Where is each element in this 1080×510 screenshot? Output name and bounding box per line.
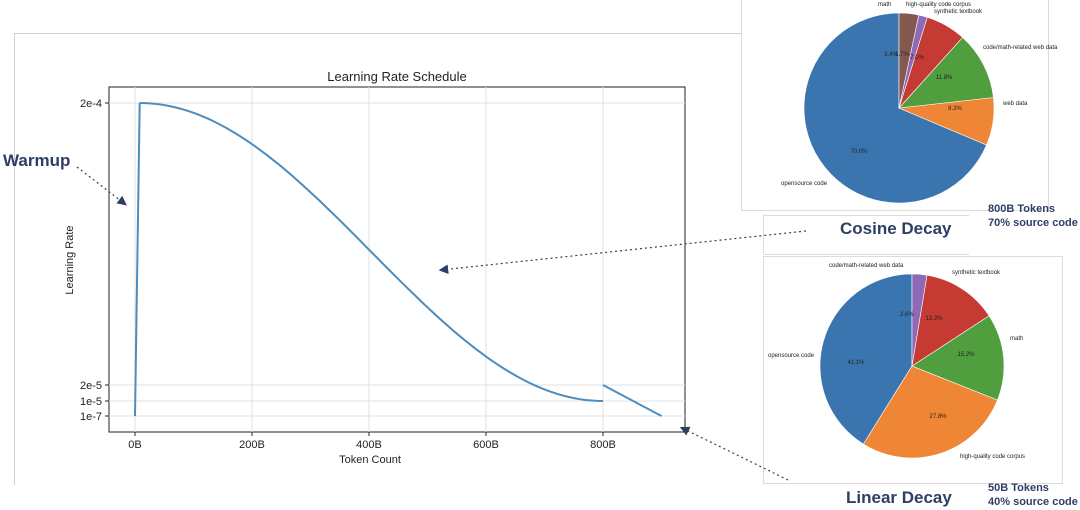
x-tick-label: 800B: [590, 439, 616, 451]
pie-label: opensource code: [781, 181, 828, 187]
stage1-info: 800B Tokens 70% source code: [988, 202, 1078, 230]
pie-chart-50b: opensource code 41.1% high-quality code co…: [768, 263, 1025, 460]
figure-frame-top: [14, 33, 742, 34]
pie-value-label: 8.3%: [948, 106, 962, 112]
lr-series: [134, 102, 662, 417]
pie-label: math: [878, 2, 891, 8]
linear-decay-label: Linear Decay: [846, 488, 952, 507]
cosine-label-frame: [763, 215, 969, 255]
pie-2-frame: [763, 256, 1063, 484]
y-axis-label: Learning Rate: [64, 225, 76, 294]
pie-slice: [898, 36, 994, 109]
x-axis-label: Token Count: [339, 454, 401, 466]
stage2-info: 50B Tokens 40% source code: [988, 481, 1078, 509]
x-tick-label: 600B: [473, 439, 499, 451]
y-tick-label: 2e-5: [80, 380, 102, 392]
pie-slice: [803, 12, 987, 204]
y-tick-label: 2e-4: [80, 98, 102, 110]
pie-slice: [819, 273, 913, 445]
pie-label: code/math-related web data: [829, 263, 904, 269]
pie-value-label: 27.8%: [929, 414, 947, 420]
x-tick-label: 0B: [128, 439, 141, 451]
lr-segment-linear: [602, 384, 662, 417]
pie-value-label: 2.6%: [900, 312, 914, 318]
x-tick-label: 200B: [239, 439, 265, 451]
pie-value-label: 1.7%: [895, 52, 909, 58]
pie-slice: [911, 274, 990, 367]
pie-value-label: 70.0%: [850, 149, 868, 155]
pie-slice: [911, 315, 1005, 401]
pie-label: high-quality code corpus: [960, 454, 1025, 460]
pie-value-label: 13.2%: [925, 316, 943, 322]
stage2-source: 40% source code: [988, 496, 1078, 508]
cosine-decay-label: Cosine Decay: [840, 219, 952, 238]
pie-value-label: 7.0%: [910, 55, 924, 61]
pie-value-label: 41.1%: [847, 360, 865, 366]
pie-label: high-quality code corpus: [906, 2, 971, 8]
warmup-label: Warmup: [3, 151, 71, 170]
learning-rate-chart: 0B 200B 400B 600B 800B 1e-7 1e-5 2e-5 2e-4 Lear…: [64, 69, 686, 466]
pie-slice: [898, 12, 920, 109]
y-tick-label: 1e-7: [80, 411, 102, 423]
pie-label: synthetic textbook: [952, 270, 1001, 276]
lr-segment-cosine: [139, 102, 604, 402]
pie-label: synthetic textbook: [934, 9, 983, 15]
pie-1-frame: [741, 0, 1049, 211]
pie-label: opensource code: [768, 353, 815, 359]
pie-label: math: [1010, 336, 1023, 342]
lr-segment-warmup: [134, 102, 141, 417]
x-axis-ticks: 0B 200B 400B 600B 800B: [128, 432, 616, 451]
x-tick-label: 400B: [356, 439, 382, 451]
cosine-arrow: [438, 230, 807, 275]
pie-value-label: 15.2%: [957, 352, 975, 358]
pie-value-label: 11.8%: [936, 75, 953, 81]
stage1-source: 70% source code: [988, 217, 1078, 229]
pie-label: code/math-related web data: [983, 45, 1058, 51]
pie-slice: [911, 273, 928, 367]
pie-value-label: 3.4%: [884, 52, 898, 58]
chart-title: Learning Rate Schedule: [327, 69, 467, 84]
stage2-tokens: 50B Tokens: [988, 482, 1049, 494]
pie-slice: [862, 365, 998, 459]
y-axis-ticks: 1e-7 1e-5 2e-5 2e-4: [80, 98, 109, 423]
pie-label: web data: [1002, 101, 1028, 107]
figure-frame-left: [14, 33, 15, 485]
linear-arrow: [679, 426, 789, 481]
plot-area: [108, 86, 686, 433]
stage1-tokens: 800B Tokens: [988, 203, 1056, 215]
warmup-arrow: [76, 166, 127, 206]
y-tick-label: 1e-5: [80, 396, 102, 408]
pie-chart-800b: opensource code 70.0% web data 8.3% code/mat…: [781, 2, 1058, 204]
